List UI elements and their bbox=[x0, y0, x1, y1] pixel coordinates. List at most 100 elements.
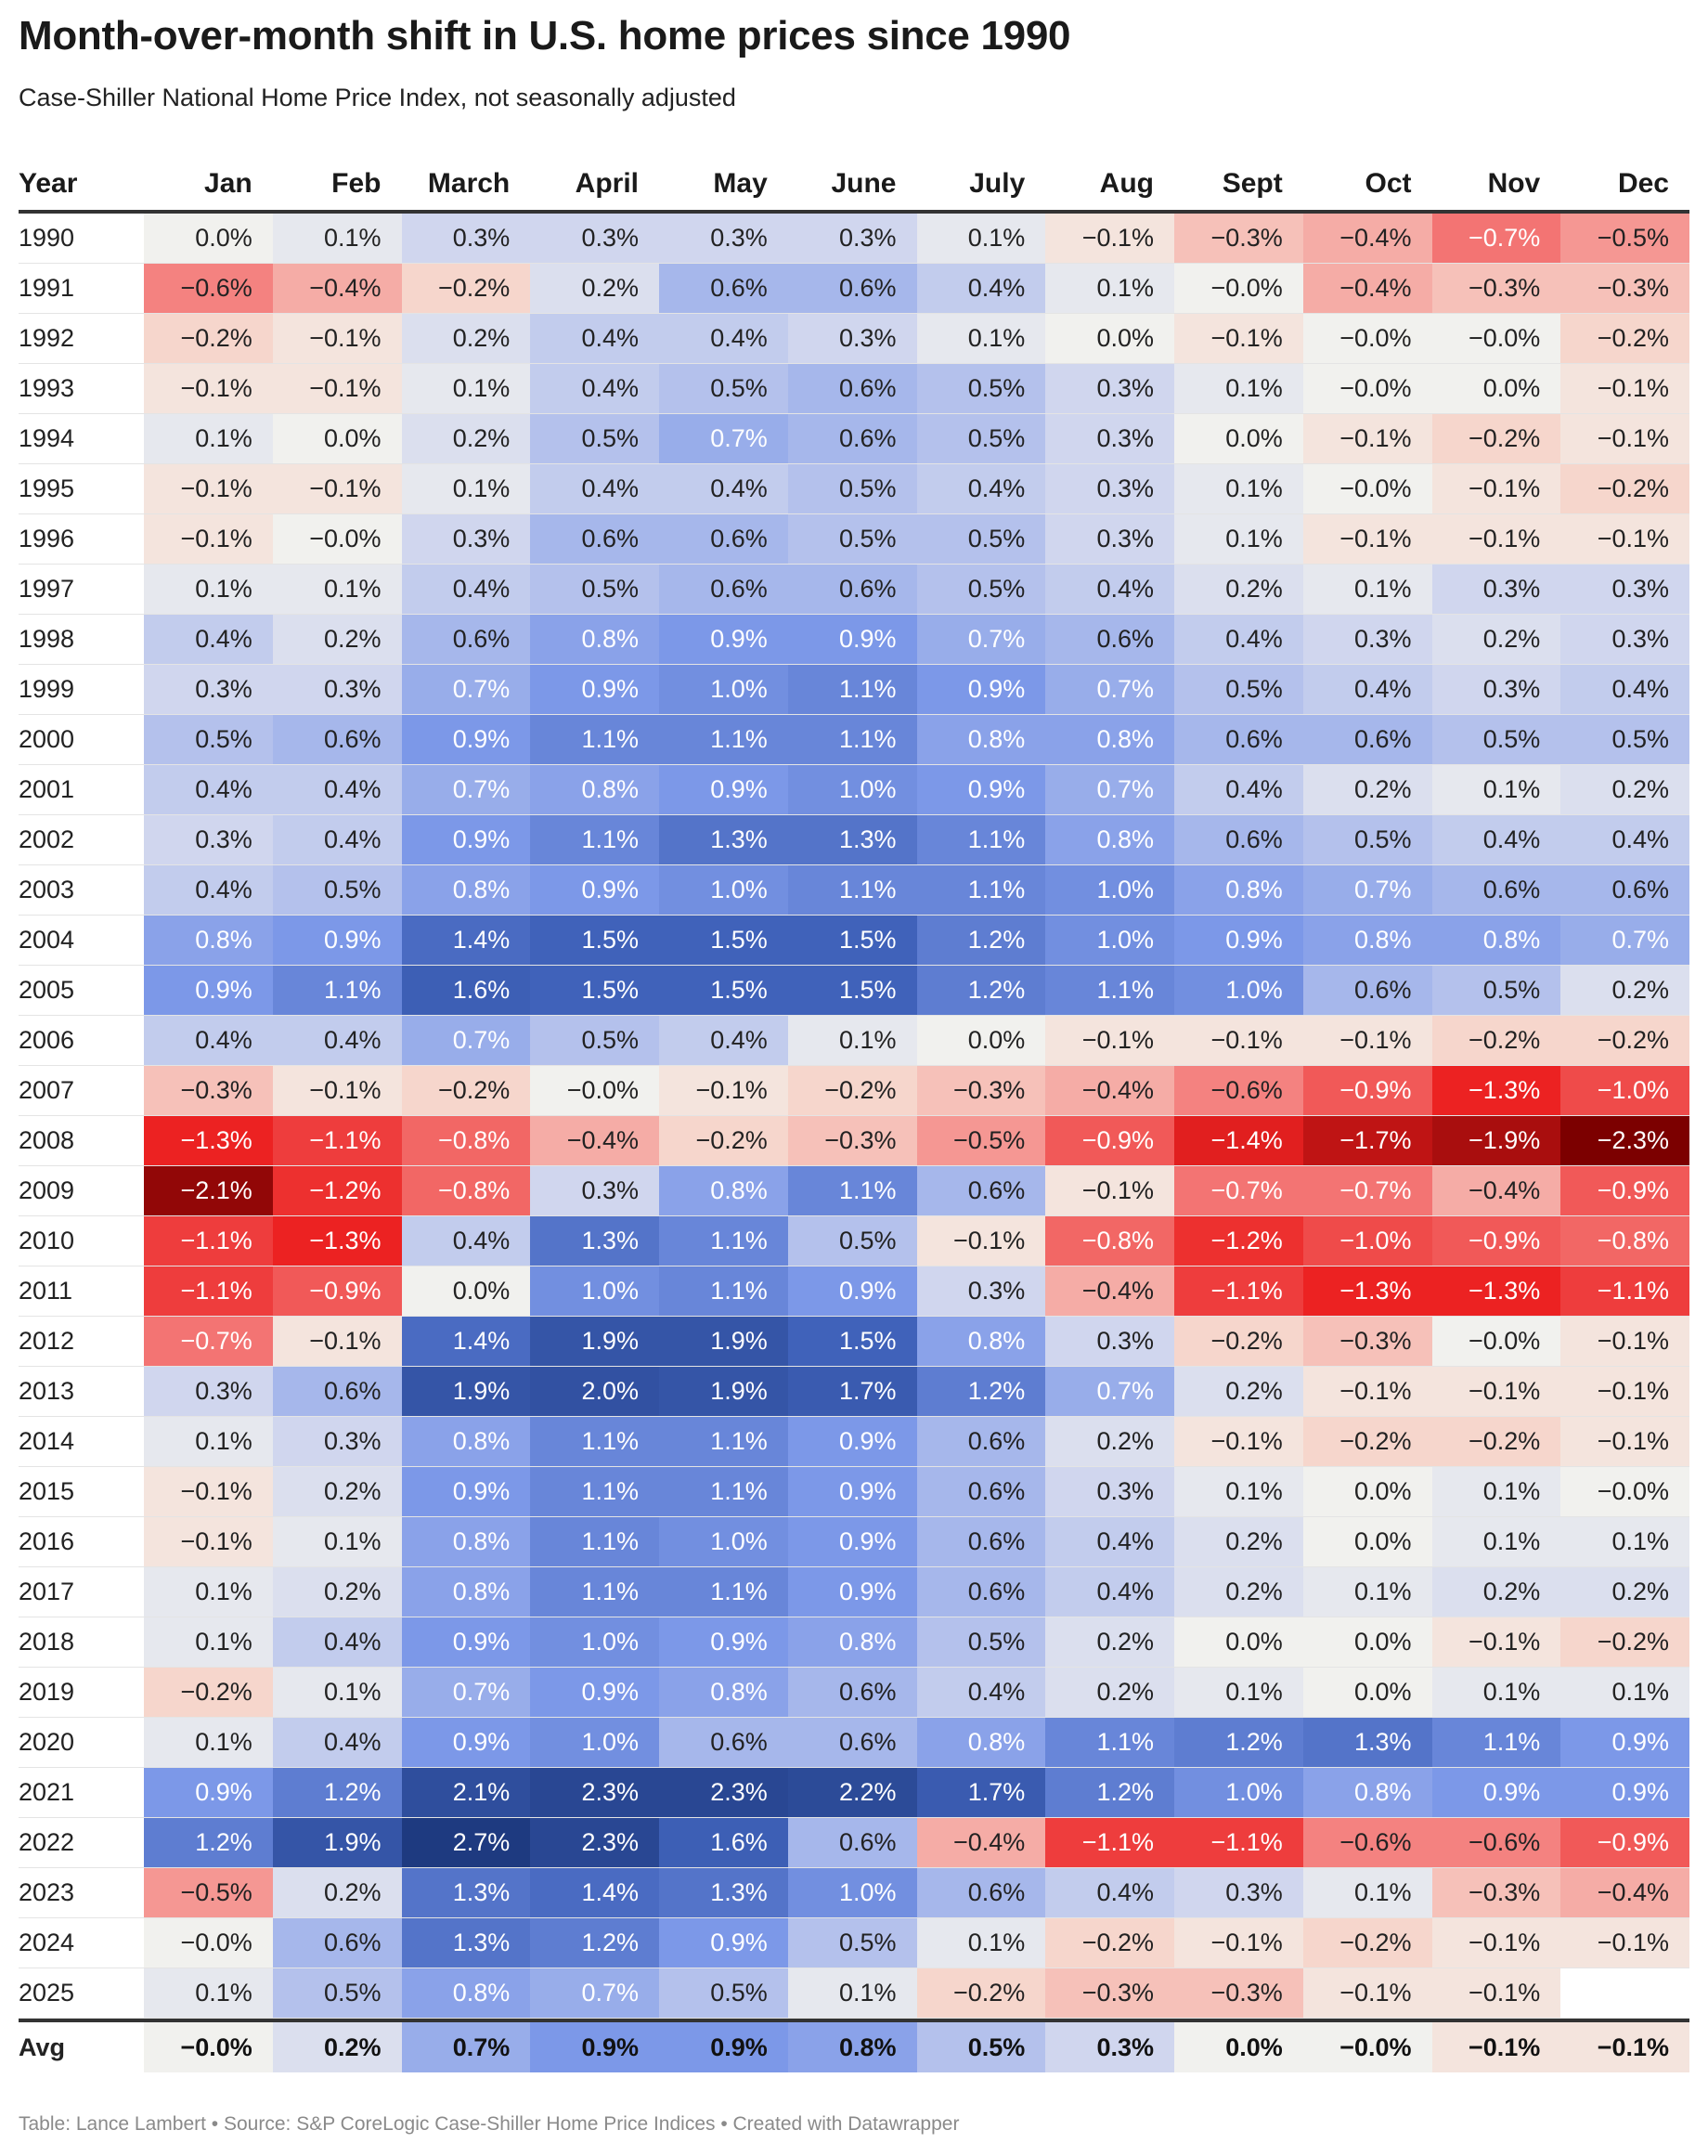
heatmap-cell: 0.1% bbox=[1174, 364, 1303, 413]
heatmap-cell: −0.1% bbox=[1431, 464, 1561, 513]
heatmap-cell: 0.6% bbox=[1174, 715, 1303, 764]
column-header-march: March bbox=[427, 168, 511, 199]
heatmap-cell: 0.3% bbox=[916, 1266, 1046, 1316]
heatmap-cell: 0.5% bbox=[1431, 715, 1561, 764]
heatmap-cell: 0.9% bbox=[787, 1266, 917, 1316]
heatmap-cell: −1.1% bbox=[1174, 1266, 1303, 1316]
heatmap-cell: 0.6% bbox=[1302, 715, 1432, 764]
heatmap-cell: 0.6% bbox=[659, 264, 788, 313]
heatmap-cell: 0.1% bbox=[1431, 765, 1561, 814]
heatmap-cell: 0.1% bbox=[144, 565, 273, 614]
heatmap-cell: 0.6% bbox=[530, 514, 659, 564]
heatmap-cell: 0.6% bbox=[787, 1718, 917, 1767]
heatmap-cell: 2.3% bbox=[659, 1768, 788, 1817]
heatmap-cell: 0.1% bbox=[1174, 1668, 1303, 1717]
heatmap-cell: 0.2% bbox=[1431, 1567, 1561, 1617]
heatmap-cell: 1.1% bbox=[787, 715, 917, 764]
heatmap-cell: 0.9% bbox=[916, 665, 1046, 714]
heatmap-cell: 0.7% bbox=[1560, 916, 1689, 965]
heatmap-cell: −0.0% bbox=[1302, 464, 1432, 513]
heatmap-cell: 0.5% bbox=[1302, 815, 1432, 864]
heatmap-cell: 0.2% bbox=[1174, 1517, 1303, 1566]
heatmap-cell: −0.1% bbox=[1560, 1317, 1689, 1366]
heatmap-cell: −0.6% bbox=[1174, 1066, 1303, 1115]
heatmap-cell: 0.3% bbox=[1560, 565, 1689, 614]
heatmap-cell: 0.8% bbox=[530, 765, 659, 814]
heatmap-cell: 0.6% bbox=[401, 615, 531, 664]
heatmap-cell: −1.4% bbox=[1174, 1116, 1303, 1165]
heatmap-cell: 1.0% bbox=[787, 1868, 917, 1917]
heatmap-cell: 0.4% bbox=[272, 765, 402, 814]
table-row: 1991 −0.6% −0.4% −0.2% 0.2% 0.6% 0.6% 0.4% 0.1% −… bbox=[19, 264, 1689, 314]
heatmap-cell: −0.2% bbox=[1560, 1016, 1689, 1065]
year-label: 2021 bbox=[19, 1768, 144, 1817]
heatmap-cell: 0.4% bbox=[144, 765, 273, 814]
heatmap-cell: 0.4% bbox=[530, 364, 659, 413]
heatmap-cell: 0.8% bbox=[1302, 916, 1432, 965]
heatmap-cell: −1.1% bbox=[272, 1116, 402, 1165]
heatmap-cell: −0.1% bbox=[1045, 1016, 1174, 1065]
heatmap-cell: 0.0% bbox=[1302, 1517, 1432, 1566]
heatmap-cell: 2.0% bbox=[530, 1367, 659, 1416]
heatmap-cell: 0.8% bbox=[787, 1617, 917, 1667]
heatmap-cell: 1.6% bbox=[659, 1818, 788, 1867]
average-cell: 0.3% bbox=[1045, 2022, 1174, 2072]
year-label: 2024 bbox=[19, 1918, 144, 1968]
heatmap-cell: 0.4% bbox=[272, 1718, 402, 1767]
heatmap-cell: −0.1% bbox=[1431, 1918, 1561, 1968]
heatmap-cell: 0.2% bbox=[1045, 1417, 1174, 1466]
heatmap-cell: −0.1% bbox=[1560, 414, 1689, 463]
heatmap-cell: −0.4% bbox=[916, 1818, 1046, 1867]
heatmap-cell: 1.7% bbox=[787, 1367, 917, 1416]
year-label: 2009 bbox=[19, 1166, 144, 1215]
heatmap-cell: −0.1% bbox=[272, 364, 402, 413]
heatmap-cell: −0.0% bbox=[1302, 364, 1432, 413]
heatmap-cell: −0.2% bbox=[1302, 1918, 1432, 1968]
heatmap-cell: 0.7% bbox=[659, 414, 788, 463]
column-header-dec: Dec bbox=[1617, 168, 1669, 199]
average-cell: 0.9% bbox=[530, 2022, 659, 2072]
heatmap-cell: 1.3% bbox=[787, 815, 917, 864]
heatmap-cell: 0.6% bbox=[916, 1517, 1046, 1566]
heatmap-cell: −0.2% bbox=[1560, 1617, 1689, 1667]
average-cell: −0.0% bbox=[1302, 2022, 1432, 2072]
heatmap-cell: 0.7% bbox=[530, 1968, 659, 2018]
heatmap-cell: −0.6% bbox=[1431, 1818, 1561, 1867]
heatmap-cell: −2.1% bbox=[144, 1166, 273, 1215]
heatmap-cell: 0.5% bbox=[787, 464, 917, 513]
heatmap-cell: 0.6% bbox=[659, 565, 788, 614]
heatmap-cell: −1.7% bbox=[1302, 1116, 1432, 1165]
column-header-nov: Nov bbox=[1487, 168, 1541, 199]
heatmap-cell: −0.1% bbox=[659, 1066, 788, 1115]
heatmap-cell: 2.2% bbox=[787, 1768, 917, 1817]
heatmap-cell: 0.1% bbox=[144, 1968, 273, 2018]
heatmap-cell: 0.4% bbox=[530, 314, 659, 363]
heatmap-cell: 0.6% bbox=[1560, 865, 1689, 915]
year-label: 2006 bbox=[19, 1016, 144, 1065]
table-row: 2025 0.1% 0.5% 0.8% 0.7% 0.5% 0.1% −0.2% −0.3% −0… bbox=[19, 1968, 1689, 2019]
average-cell: 0.0% bbox=[1174, 2022, 1303, 2072]
heatmap-cell: 1.1% bbox=[1045, 966, 1174, 1015]
year-label: 1993 bbox=[19, 364, 144, 413]
heatmap-cell: −0.1% bbox=[1431, 1968, 1561, 2018]
table-row: 2015 −0.1% 0.2% 0.9% 1.1% 1.1% 0.9% 0.6% 0.3% 0.1… bbox=[19, 1467, 1689, 1517]
heatmap-cell: −0.8% bbox=[1045, 1216, 1174, 1266]
table-row: 1996 −0.1% −0.0% 0.3% 0.6% 0.6% 0.5% 0.5% 0.3% 0.… bbox=[19, 514, 1689, 565]
heatmap-cell: 0.5% bbox=[530, 414, 659, 463]
heatmap-cell: 0.1% bbox=[916, 1918, 1046, 1968]
heatmap-cell: −1.3% bbox=[1302, 1266, 1432, 1316]
heatmap-cell: 0.1% bbox=[1302, 1567, 1432, 1617]
heatmap-cell: 0.7% bbox=[1302, 865, 1432, 915]
table-row: 2014 0.1% 0.3% 0.8% 1.1% 1.1% 0.9% 0.6% 0.2% −0.1… bbox=[19, 1417, 1689, 1467]
heatmap-cell: 1.1% bbox=[1045, 1718, 1174, 1767]
average-cell: 0.5% bbox=[916, 2022, 1046, 2072]
heatmap-cell: −0.1% bbox=[144, 364, 273, 413]
heatmap-cell: 0.9% bbox=[787, 1567, 917, 1617]
column-header-june: June bbox=[831, 168, 897, 199]
heatmap-cell: −0.3% bbox=[1174, 214, 1303, 263]
heatmap-cell: 0.9% bbox=[1174, 916, 1303, 965]
heatmap-cell: 0.3% bbox=[272, 1417, 402, 1466]
heatmap-cell: 0.9% bbox=[401, 1718, 531, 1767]
heatmap-cell: −0.0% bbox=[144, 1918, 273, 1968]
heatmap-cell: 0.7% bbox=[916, 615, 1046, 664]
